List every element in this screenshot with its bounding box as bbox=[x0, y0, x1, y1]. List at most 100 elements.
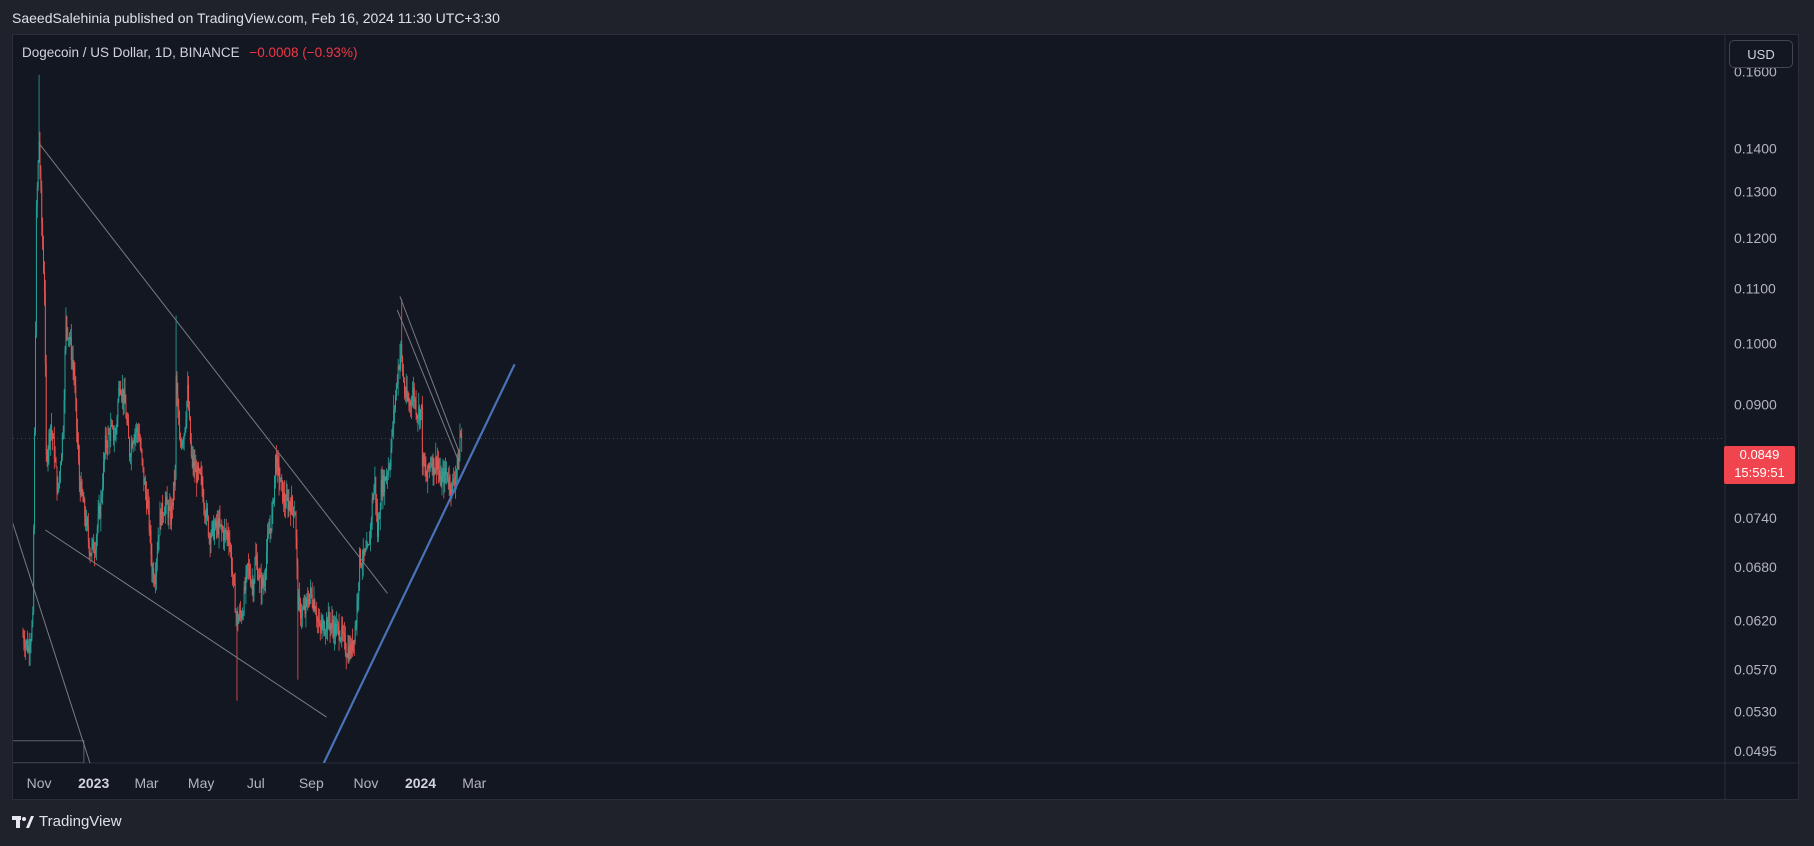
candle-body bbox=[195, 468, 197, 473]
candle-body bbox=[334, 622, 336, 638]
candle-body bbox=[187, 385, 189, 402]
tradingview-logo[interactable]: TradingView bbox=[12, 813, 122, 830]
candle-body bbox=[134, 432, 136, 439]
candle-body bbox=[452, 478, 454, 483]
candle-body bbox=[144, 481, 146, 485]
candle-body bbox=[394, 407, 396, 410]
candle-body bbox=[231, 551, 233, 571]
candle-body bbox=[395, 395, 396, 408]
candle-body bbox=[178, 407, 180, 425]
annotation-rectangle bbox=[13, 740, 85, 763]
y-tick-label: 0.1000 bbox=[1734, 336, 1777, 352]
y-tick-label: 0.0530 bbox=[1734, 704, 1777, 720]
candle-body bbox=[286, 494, 288, 498]
candle-body bbox=[352, 641, 353, 651]
candle-body bbox=[347, 647, 349, 658]
candle-body bbox=[103, 462, 104, 487]
candle-body bbox=[369, 524, 371, 545]
candle-body bbox=[89, 552, 91, 556]
candle-body bbox=[234, 583, 236, 613]
candle-body bbox=[438, 459, 439, 470]
candle-body bbox=[281, 477, 283, 481]
candle-body bbox=[340, 638, 342, 640]
candle-body bbox=[453, 478, 455, 483]
candle-body bbox=[296, 537, 298, 566]
candle-body bbox=[399, 357, 401, 369]
candle-body bbox=[240, 610, 241, 614]
candle-body bbox=[353, 640, 355, 642]
candle-body bbox=[315, 610, 317, 615]
candle-body bbox=[390, 447, 392, 467]
candle-body bbox=[324, 633, 326, 635]
candle-body bbox=[307, 598, 309, 604]
candle-body bbox=[76, 399, 78, 429]
candle-body bbox=[56, 466, 58, 493]
candle-body bbox=[375, 476, 377, 504]
candle-body bbox=[147, 500, 149, 502]
y-tick-label: 0.1300 bbox=[1734, 184, 1777, 200]
candle-body bbox=[355, 625, 357, 627]
candle-body bbox=[52, 432, 53, 439]
candle-body bbox=[317, 618, 319, 620]
currency-button[interactable]: USD bbox=[1729, 40, 1793, 68]
candle-body bbox=[100, 498, 102, 518]
candle-body bbox=[156, 552, 158, 562]
tradingview-icon bbox=[12, 815, 34, 828]
candle-body bbox=[110, 425, 112, 441]
candle-body bbox=[59, 471, 61, 484]
candle-body bbox=[338, 625, 340, 641]
x-tick-label: Sep bbox=[299, 775, 324, 791]
candle-body bbox=[44, 293, 46, 365]
candle-body bbox=[267, 532, 269, 536]
candle-body bbox=[68, 337, 70, 339]
candle-body bbox=[259, 574, 261, 577]
candle-body bbox=[407, 397, 409, 401]
candle-body bbox=[142, 459, 144, 467]
candle-body bbox=[125, 403, 127, 418]
candle-body bbox=[206, 508, 208, 517]
candle-body bbox=[304, 605, 306, 614]
candle-body bbox=[28, 646, 30, 652]
candle-body bbox=[460, 433, 462, 437]
candle-body bbox=[240, 613, 242, 619]
candle-body bbox=[120, 389, 122, 394]
candlestick-chart[interactable]: 0.16000.14000.13000.12000.11000.10000.09… bbox=[13, 35, 1800, 801]
candle-body bbox=[321, 623, 323, 629]
candle-body bbox=[333, 626, 335, 638]
candle-body bbox=[146, 492, 147, 509]
candle-body bbox=[403, 372, 404, 381]
candle-body bbox=[141, 450, 143, 460]
candle-body bbox=[381, 480, 383, 496]
candle-body bbox=[160, 510, 162, 526]
candle-body bbox=[295, 514, 297, 538]
candle-body bbox=[301, 608, 303, 617]
candle-body bbox=[449, 477, 451, 490]
candle-body bbox=[276, 457, 278, 473]
candle-body bbox=[341, 625, 343, 639]
candle-body bbox=[389, 466, 391, 468]
candle-body bbox=[157, 539, 159, 553]
candle-body bbox=[184, 427, 186, 435]
candle-body bbox=[108, 432, 110, 434]
candle-body bbox=[412, 395, 413, 405]
candle-body bbox=[163, 513, 165, 516]
candle-body bbox=[164, 501, 166, 514]
candle-body bbox=[410, 401, 412, 405]
chart-area[interactable]: 0.1600 0.1400 0.1300 0.1200 0.1100 0.1000 0.09… bbox=[12, 34, 1800, 801]
candle-body bbox=[444, 468, 446, 486]
candle-body bbox=[222, 528, 224, 531]
candle-body bbox=[372, 498, 374, 500]
trendline-upper-resistance bbox=[39, 144, 388, 594]
candle-body bbox=[183, 434, 185, 441]
candle-body bbox=[404, 394, 406, 397]
candle-body bbox=[302, 608, 304, 610]
candle-body bbox=[256, 555, 258, 562]
candle-body bbox=[257, 561, 259, 579]
candle-body bbox=[38, 141, 40, 162]
candle-body bbox=[118, 387, 120, 402]
candle-body bbox=[415, 399, 417, 415]
y-tick-label: 0.1400 bbox=[1734, 141, 1777, 157]
candle-body bbox=[129, 456, 131, 458]
candle-body bbox=[360, 565, 362, 567]
candle-body bbox=[198, 465, 199, 471]
